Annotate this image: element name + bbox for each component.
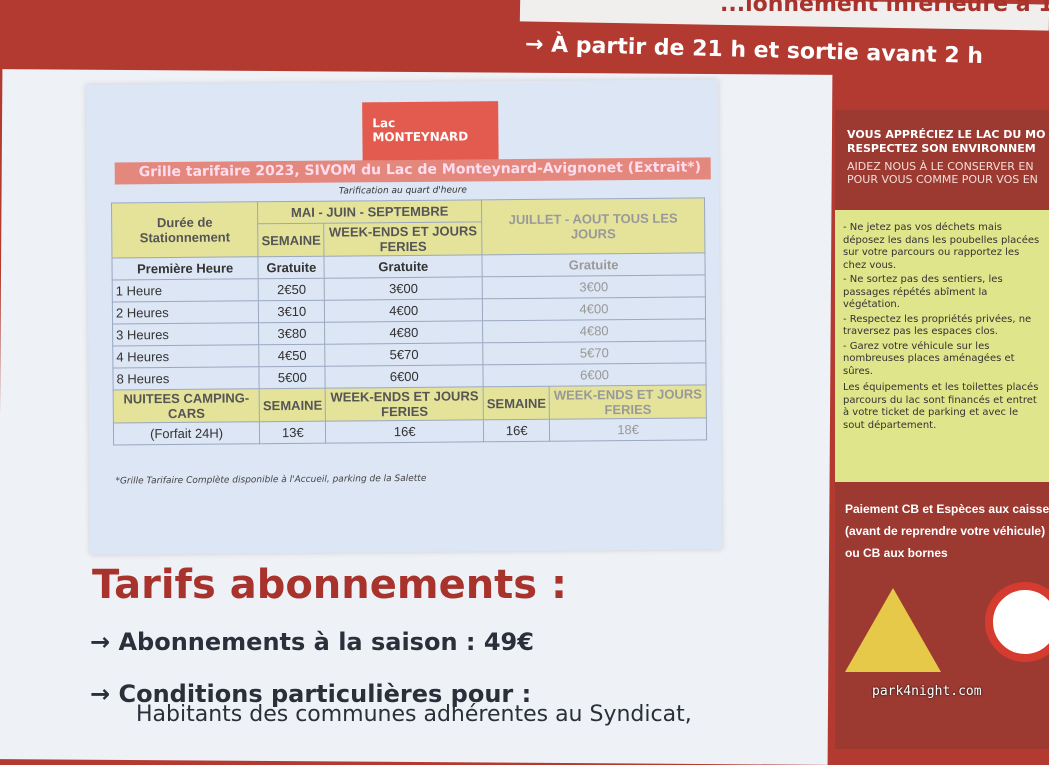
header-season1: MAI - JUIN - SEPTEMBRE	[257, 199, 482, 224]
table-cell: 4€80	[482, 318, 706, 343]
lac-monteynard-logo: Lac MONTEYNARD	[362, 101, 499, 165]
table-cell: 16€	[325, 419, 484, 444]
table-cell: 3 Heures	[112, 322, 259, 347]
table-cell: (Forfait 24H)	[113, 421, 260, 446]
table-cell: Gratuite	[258, 256, 325, 279]
table-cell: 4€50	[258, 344, 326, 367]
special-conditions: → Conditions particulières pour :	[90, 680, 532, 708]
subscriptions-title: Tarifs abonnements :	[92, 562, 568, 608]
list-item: - Ne sortez pas des sentiers, les passag…	[843, 274, 1003, 310]
table-cell: 5€70	[482, 340, 706, 365]
table-cell: 3€00	[482, 274, 706, 299]
top-text-hours: → À partir de 21 h et sortie avant 2 h	[524, 32, 984, 69]
panel-subheading: AIDEZ NOUS À LE CONSERVER EN POUR VOUS CO…	[847, 160, 1038, 186]
sheet-title: Grille tarifaire 2023, SIVOM du Lac de M…	[114, 157, 711, 185]
table-cell: 4 Heures	[112, 344, 260, 369]
watermark: park4night.com	[872, 684, 982, 699]
table-cell: SEMAINE	[259, 388, 326, 422]
table-cell: 8 Heures	[112, 366, 260, 391]
payment-info: Paiement CB et Espèces aux caisses (avant…	[845, 502, 1049, 560]
table-cell: Gratuite	[482, 252, 706, 277]
table-cell: 4€00	[324, 298, 483, 323]
table-cell: 4€80	[324, 320, 483, 345]
rules-list: - Ne jetez pas vos déchets mais déposez …	[835, 210, 1049, 482]
table-cell: 5€70	[325, 342, 483, 367]
night-header-row: NUITEES CAMPING-CARS SEMAINE WEEK-ENDS ET …	[113, 384, 707, 424]
no-swimming-icon	[985, 582, 1049, 662]
residents-text: Habitants des communes adhérentes au Syn…	[136, 702, 692, 727]
table-cell: 3€00	[324, 276, 483, 301]
header-season2: JUILLET - AOUT TOUS LES JOURS	[481, 197, 705, 255]
season-subscription: → Abonnements à la saison : 49€	[90, 628, 534, 656]
table-cell: 5€00	[259, 366, 326, 389]
funding-text: Les équipements et les toilettes placés …	[843, 382, 1039, 431]
sheet-subtitle: Tarification au quart d'heure	[338, 185, 468, 197]
footnote: *Grille Tarifaire Complète disponible à …	[115, 473, 427, 487]
header-duration: Durée de Stationnement	[111, 201, 259, 259]
list-item: - Garez votre véhicule sur les nombreuse…	[843, 340, 1015, 377]
table-cell: 2 Heures	[112, 300, 259, 325]
table-cell: SEMAINE	[257, 223, 325, 257]
environment-panel: VOUS APPRÉCIEZ LE LAC DU MO RESPECTEZ SON…	[835, 110, 1049, 749]
list-item: - Ne jetez pas vos déchets mais déposez …	[843, 222, 1040, 271]
price-table: Durée de Stationnement MAI - JUIN - SEPTE…	[111, 197, 707, 446]
table-cell: 3€10	[258, 300, 325, 323]
table-cell: 16€	[483, 419, 550, 442]
table-cell: WEEK-ENDS ET JOURS FERIES	[549, 384, 707, 420]
table-cell: 2€50	[258, 278, 325, 301]
top-text: ...ionnement inférieure à 1 he	[720, 0, 1049, 17]
panel-heading: VOUS APPRÉCIEZ LE LAC DU MO RESPECTEZ SON…	[847, 128, 1046, 155]
table-cell: 3€80	[258, 322, 326, 345]
table-cell: Gratuite	[324, 254, 483, 279]
table-cell: WEEK-ENDS ET JOURS FERIES	[325, 386, 484, 422]
table-cell: 6€00	[325, 364, 484, 389]
table-cell: 13€	[259, 421, 327, 444]
table-cell: SEMAINE	[483, 386, 550, 420]
table-cell: NUITEES CAMPING-CARS	[113, 388, 260, 424]
table-cell: 18€	[549, 417, 707, 442]
night-price-row: (Forfait 24H) 13€ 16€ 16€ 18€	[113, 417, 707, 446]
table-cell: 6€00	[482, 362, 707, 387]
table-cell: 1 Heure	[112, 278, 259, 303]
table-cell: WEEK-ENDS ET JOURS FERIES	[324, 221, 483, 257]
price-sheet: Lac MONTEYNARD Grille tarifaire 2023, SIV…	[85, 79, 723, 555]
camera-warning-icon	[845, 588, 941, 672]
list-item: - Respectez les propriétés privées, ne t…	[843, 313, 1032, 338]
table-cell: 4€00	[482, 296, 706, 321]
table-cell: Première Heure	[111, 256, 259, 281]
